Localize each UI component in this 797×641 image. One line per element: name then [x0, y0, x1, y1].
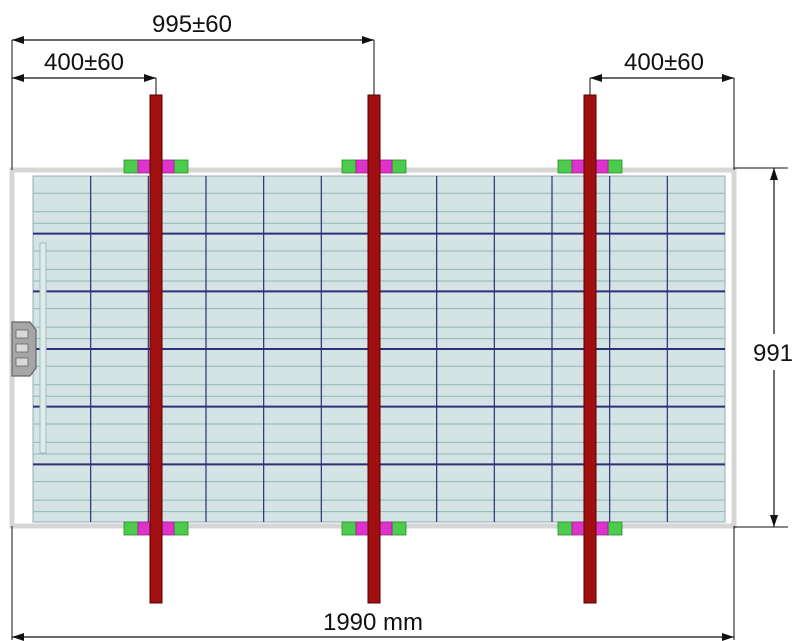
- dimension-height: 991: [750, 168, 797, 527]
- total-length-label: 1990 mm: [323, 609, 423, 636]
- rail-2: [367, 94, 381, 604]
- left-offset-label: 400±60: [44, 49, 124, 76]
- rail-3: [583, 94, 597, 604]
- dimension-right-offset: 400±60: [590, 49, 734, 82]
- right-offset-label: 400±60: [624, 49, 704, 76]
- junction-box: [11, 321, 37, 377]
- extension-lines: [11, 40, 788, 640]
- mounting-rails: [149, 94, 597, 604]
- rail-1: [149, 94, 163, 604]
- top-span-label: 995±60: [152, 11, 232, 38]
- dimension-total-length: 1990 mm: [12, 606, 734, 641]
- height-label: 991: [753, 340, 793, 367]
- dimension-left-offset: 400±60: [12, 49, 156, 82]
- dimension-top-span: 995±60: [12, 11, 374, 44]
- inner-left-strip: [39, 242, 47, 454]
